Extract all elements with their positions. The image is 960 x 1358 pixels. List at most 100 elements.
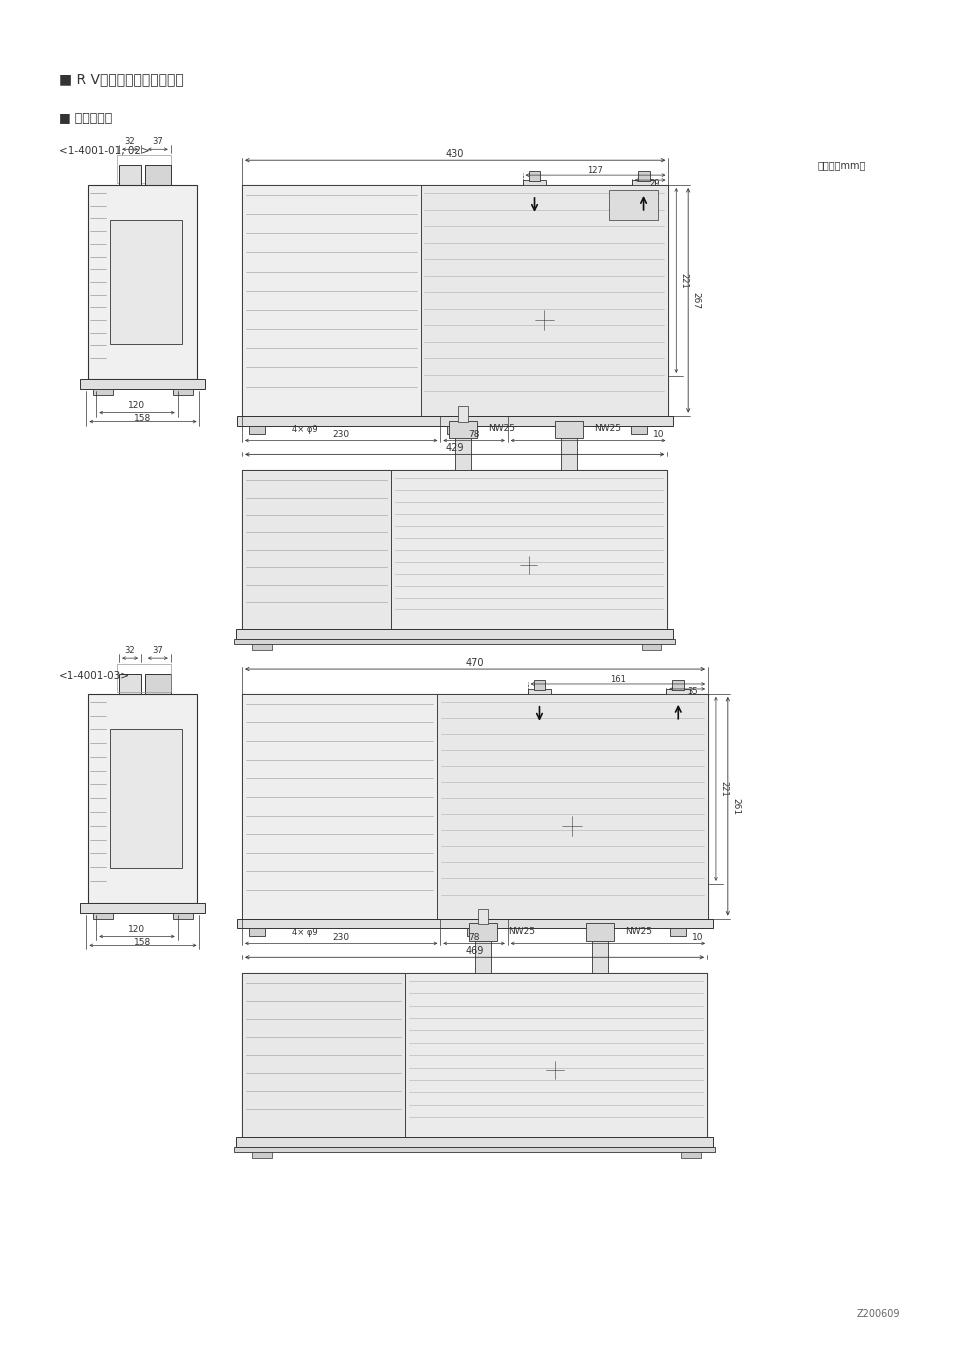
Bar [119, 674, 141, 694]
Bar [469, 923, 497, 941]
Text: Z200609: Z200609 [856, 1309, 900, 1319]
Text: 221: 221 [719, 781, 729, 797]
Text: 29: 29 [650, 178, 660, 187]
Text: ■ R Vロータリー真空ポンプ: ■ R Vロータリー真空ポンプ [59, 72, 183, 86]
Bar [562, 436, 577, 470]
Bar [586, 923, 613, 941]
Bar [242, 974, 405, 1137]
Bar [666, 689, 690, 717]
Bar [438, 694, 708, 918]
Text: 4× φ9: 4× φ9 [292, 928, 317, 937]
Bar [93, 913, 113, 918]
Circle shape [98, 310, 107, 318]
Bar [81, 903, 205, 913]
Text: 158: 158 [134, 938, 152, 947]
Text: 221: 221 [680, 273, 688, 288]
Circle shape [250, 980, 396, 1128]
Bar [252, 1152, 272, 1158]
Bar [522, 181, 546, 208]
Bar [249, 425, 265, 433]
Bar [249, 929, 265, 937]
Text: 4× φ9: 4× φ9 [292, 425, 317, 435]
Bar [641, 644, 661, 650]
Bar [592, 938, 608, 974]
Text: 429: 429 [445, 444, 464, 454]
Circle shape [535, 310, 554, 330]
Bar [234, 640, 675, 644]
Circle shape [247, 216, 416, 384]
Bar [88, 185, 198, 379]
Circle shape [262, 395, 272, 406]
Bar [145, 674, 171, 694]
Bar [234, 1148, 715, 1152]
Circle shape [247, 714, 431, 899]
Circle shape [552, 807, 592, 846]
Text: 120: 120 [129, 925, 146, 934]
Circle shape [250, 483, 383, 617]
Bar [468, 929, 483, 937]
Text: 37: 37 [153, 645, 163, 655]
Bar [528, 689, 551, 717]
Bar [173, 913, 193, 918]
Bar [110, 220, 181, 344]
Text: 470: 470 [466, 659, 484, 668]
Bar [173, 388, 193, 395]
Text: ■ 外形寸法図: ■ 外形寸法図 [59, 111, 112, 125]
Text: 158: 158 [134, 414, 152, 424]
Text: 161: 161 [610, 675, 626, 683]
Bar [242, 470, 391, 629]
Text: NW25: NW25 [594, 424, 621, 433]
Text: 32: 32 [125, 137, 135, 145]
Bar [405, 974, 707, 1137]
Bar [145, 166, 171, 185]
Text: 35: 35 [686, 687, 698, 697]
Text: NW25: NW25 [488, 424, 515, 433]
Bar [447, 425, 463, 433]
Bar [475, 938, 491, 974]
Bar [555, 421, 583, 439]
Text: 37: 37 [153, 137, 163, 145]
Text: 469: 469 [466, 947, 484, 956]
Circle shape [511, 547, 546, 583]
Bar [242, 974, 707, 1137]
Text: 10: 10 [653, 430, 664, 439]
Circle shape [98, 246, 107, 254]
Bar [242, 185, 420, 416]
Bar [682, 1152, 701, 1158]
Text: 32: 32 [125, 645, 135, 655]
Bar [242, 694, 438, 918]
Circle shape [176, 344, 192, 359]
Bar [117, 664, 171, 693]
Circle shape [563, 816, 582, 837]
Text: 430: 430 [446, 149, 465, 159]
Circle shape [638, 395, 649, 406]
Circle shape [538, 1051, 573, 1088]
Bar [609, 190, 659, 220]
Circle shape [98, 830, 107, 837]
Bar [534, 680, 545, 690]
Circle shape [519, 555, 538, 573]
Circle shape [546, 1061, 564, 1078]
Bar [637, 171, 650, 181]
Bar [242, 694, 708, 918]
Bar [242, 470, 667, 629]
Text: 127: 127 [588, 166, 604, 175]
Bar [93, 388, 113, 395]
Bar [236, 629, 673, 640]
Bar [242, 185, 668, 416]
Circle shape [176, 866, 192, 883]
Bar [449, 421, 477, 439]
Text: 230: 230 [333, 430, 349, 439]
Bar [478, 909, 488, 925]
Bar [110, 729, 181, 868]
Text: <1-4001-03>: <1-4001-03> [59, 671, 130, 680]
Bar [252, 644, 272, 650]
Text: NW25: NW25 [625, 928, 652, 936]
Text: 120: 120 [129, 401, 146, 410]
Text: 267: 267 [691, 292, 701, 308]
Bar [117, 155, 171, 183]
Text: 78: 78 [468, 430, 480, 439]
Bar [119, 166, 141, 185]
Bar [631, 425, 646, 433]
Bar [670, 929, 686, 937]
